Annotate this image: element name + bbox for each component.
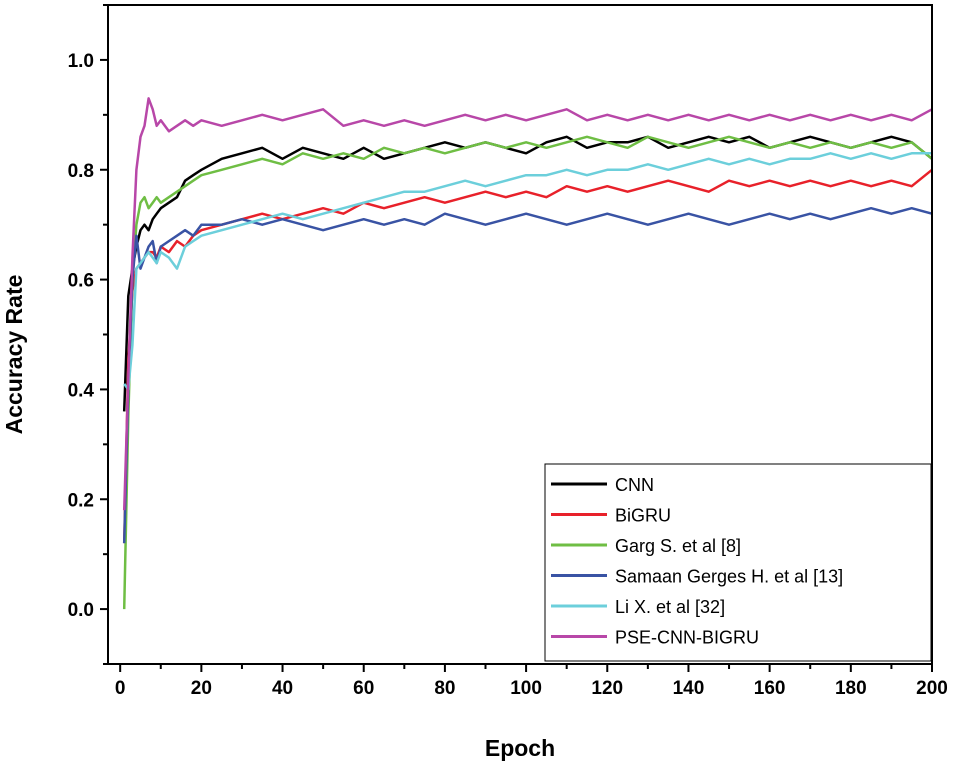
legend-label: Li X. et al [32] [615, 597, 725, 617]
series-line-2 [122, 135, 933, 610]
series-lines [122, 97, 933, 610]
x-tick-label: 100 [510, 678, 542, 699]
y-axis-title: Accuracy Rate [1, 275, 27, 435]
x-axis: 0 20 40 60 80 100 120 140 160 180 200 [115, 664, 948, 699]
y-tick-label: 0.0 [68, 600, 94, 621]
x-tick-label: 60 [353, 678, 374, 699]
x-tick-label: 140 [673, 678, 705, 699]
x-axis-title: Epoch [485, 735, 555, 761]
x-tick-label: 80 [434, 678, 455, 699]
x-tick-label: 40 [272, 678, 293, 699]
y-tick-label: 0.8 [68, 161, 94, 182]
legend-box [544, 463, 932, 662]
y-tick-label: 0.2 [68, 490, 94, 511]
x-tick-label: 200 [916, 678, 948, 699]
x-tick-label: 20 [191, 678, 212, 699]
legend-label: BiGRU [615, 506, 671, 526]
legend: CNN BiGRU Garg S. et al [8] Samaan Gerges H… [544, 463, 932, 662]
x-tick-label: 120 [591, 678, 623, 699]
legend-label: CNN [615, 475, 654, 495]
legend-label: Samaan Gerges H. et al [13] [615, 567, 843, 587]
y-tick-label: 0.4 [68, 380, 95, 401]
series-line-0 [122, 135, 933, 412]
x-tick-label: 0 [115, 678, 126, 699]
x-tick-label: 180 [835, 678, 867, 699]
y-axis: 0.0 0.2 0.4 0.6 0.8 1.0 [68, 4, 108, 665]
series-line-5 [122, 97, 933, 511]
series-line-4 [123, 152, 932, 391]
x-tick-label: 160 [754, 678, 786, 699]
y-tick-label: 1.0 [68, 51, 94, 72]
legend-label: Garg S. et al [8] [615, 536, 741, 556]
y-tick-label: 0.6 [68, 271, 94, 292]
legend-label: PSE-CNN-BIGRU [615, 628, 759, 648]
